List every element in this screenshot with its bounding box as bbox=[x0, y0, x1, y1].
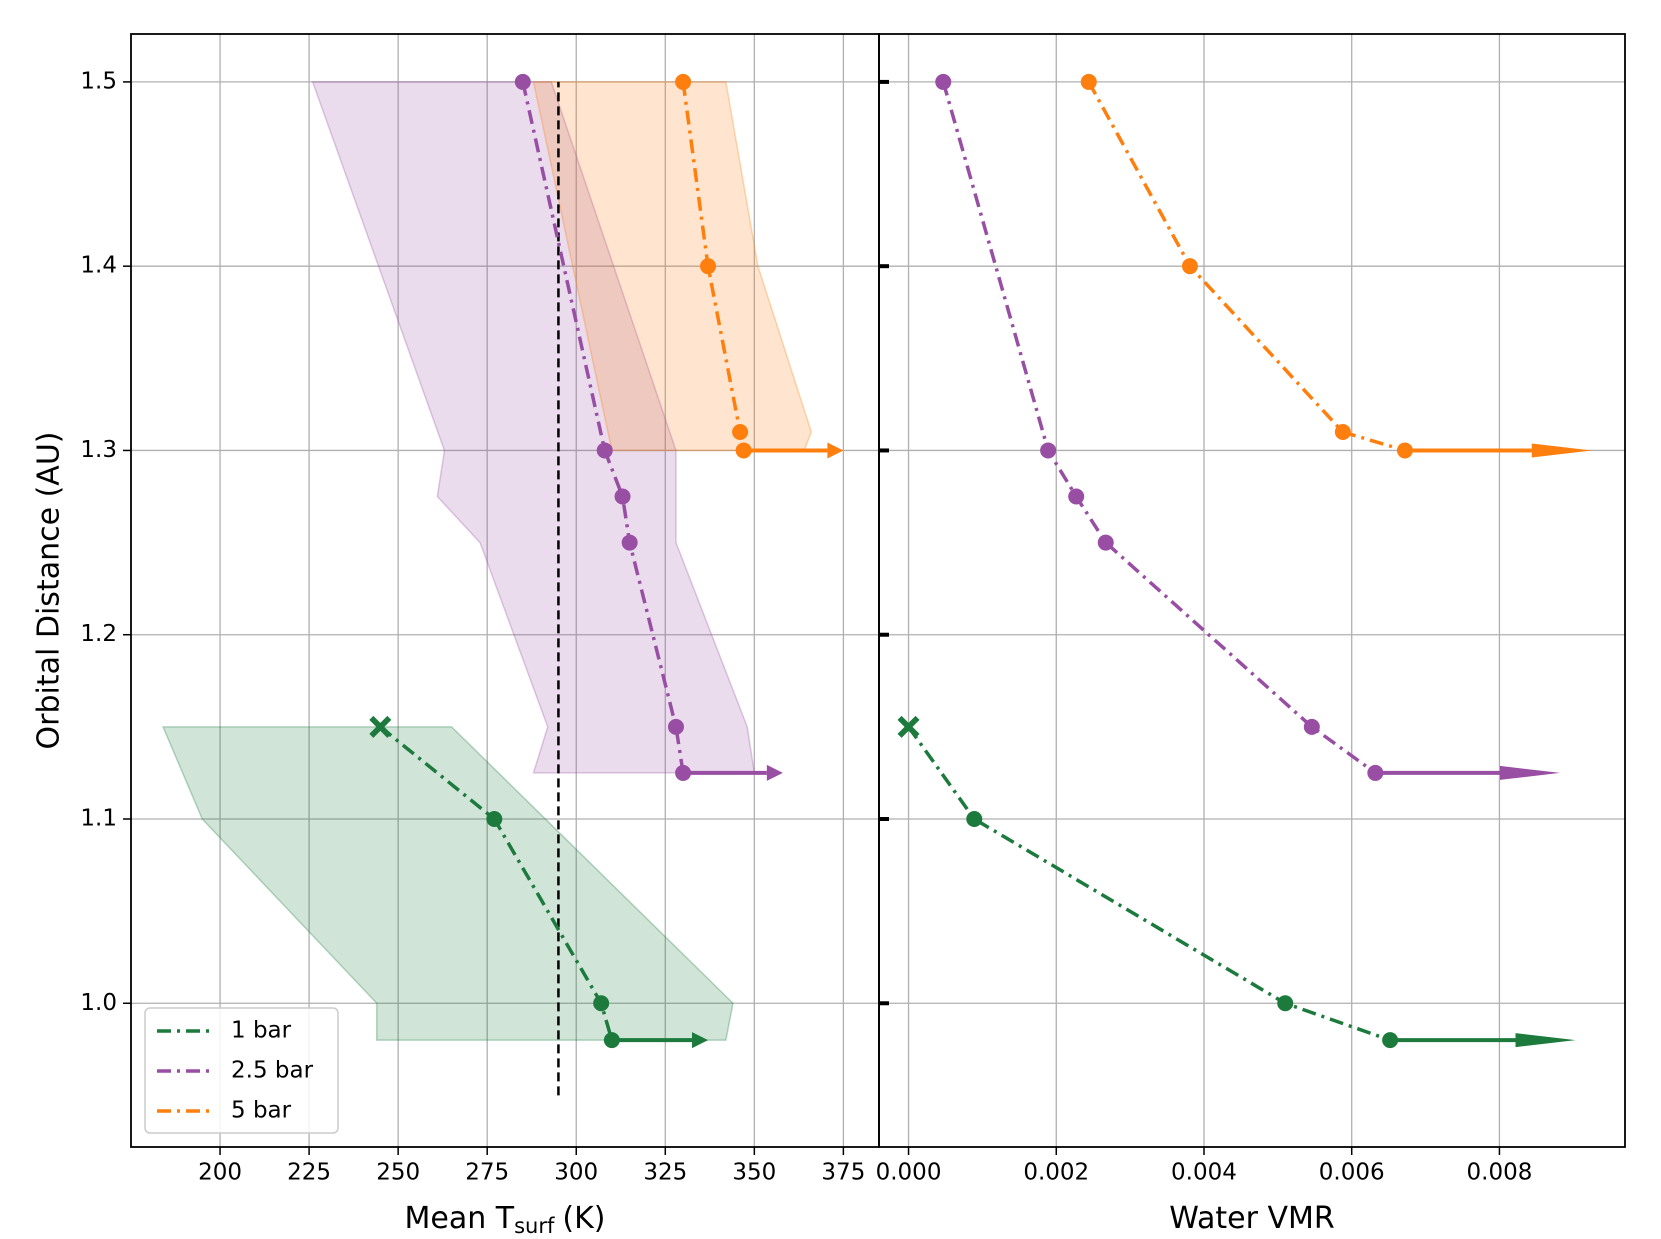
x-axis-label-main: Water VMR bbox=[1169, 1201, 1334, 1236]
marker bbox=[593, 995, 610, 1012]
arrow-head bbox=[1515, 1033, 1576, 1048]
marker bbox=[935, 73, 952, 90]
series-line bbox=[379, 725, 614, 1041]
series-line bbox=[681, 81, 746, 451]
x-tick-label: 300 bbox=[554, 1160, 598, 1186]
series-line bbox=[907, 725, 1391, 1042]
x-marker bbox=[897, 715, 920, 738]
marker bbox=[735, 442, 752, 459]
x-tick-label: 0.000 bbox=[876, 1160, 942, 1186]
x-axis-label-sub: surf bbox=[514, 1214, 555, 1238]
arrow-head bbox=[692, 1032, 709, 1049]
marker bbox=[621, 534, 638, 551]
arrow-head bbox=[1500, 765, 1561, 780]
marker bbox=[1334, 424, 1351, 441]
x-tick-label: 275 bbox=[465, 1160, 509, 1186]
series-line bbox=[1087, 81, 1406, 453]
x-axis-label: Water VMR bbox=[1169, 1201, 1334, 1236]
marker bbox=[1277, 995, 1294, 1012]
arrow bbox=[683, 764, 783, 781]
arrow bbox=[611, 1032, 709, 1049]
marker bbox=[614, 488, 631, 505]
arrow bbox=[743, 442, 844, 459]
x-tick-label: 225 bbox=[287, 1160, 331, 1186]
axes-frame bbox=[878, 33, 1626, 1148]
marker bbox=[732, 424, 749, 441]
series-line bbox=[941, 81, 1377, 775]
y-tick-label: 1.3 bbox=[80, 437, 117, 463]
marker bbox=[486, 810, 503, 827]
x-axis-label-unit: (K) bbox=[562, 1201, 605, 1236]
x-axis-label: Mean Tsurf (K) bbox=[405, 1201, 606, 1239]
uncertainty-band bbox=[161, 726, 734, 1041]
arrow-head bbox=[766, 764, 783, 781]
x-marker bbox=[369, 715, 392, 738]
marker bbox=[1181, 258, 1198, 275]
marker bbox=[1040, 442, 1057, 459]
marker bbox=[700, 258, 717, 275]
marker bbox=[667, 718, 684, 735]
arrow bbox=[1375, 765, 1561, 780]
arrow-head bbox=[827, 442, 844, 459]
y-tick-label: 1.5 bbox=[80, 68, 117, 94]
y-tick-label: 1.1 bbox=[80, 805, 117, 831]
marker bbox=[596, 442, 613, 459]
marker bbox=[675, 764, 692, 781]
marker bbox=[675, 73, 692, 90]
legend-label: 1 bar bbox=[231, 1018, 292, 1044]
x-tick-label: 200 bbox=[198, 1160, 242, 1186]
arrow bbox=[1390, 1033, 1576, 1048]
x-tick-label: 0.006 bbox=[1319, 1160, 1385, 1186]
arrow-head bbox=[1531, 443, 1592, 458]
marker bbox=[1080, 73, 1097, 90]
x-tick-label: 0.002 bbox=[1023, 1160, 1089, 1186]
y-tick-label: 1.0 bbox=[80, 990, 117, 1016]
legend-box bbox=[144, 1007, 339, 1134]
x-tick-label: 375 bbox=[821, 1160, 865, 1186]
x-tick-label: 325 bbox=[643, 1160, 687, 1186]
marker bbox=[1097, 534, 1114, 551]
x-tick-label: 0.008 bbox=[1467, 1160, 1533, 1186]
marker bbox=[1367, 764, 1384, 781]
x-axis-label-main: Mean T bbox=[405, 1201, 515, 1236]
marker bbox=[514, 73, 531, 90]
marker bbox=[1382, 1032, 1399, 1049]
legend-label: 2.5 bar bbox=[231, 1058, 314, 1084]
y-tick-label: 1.2 bbox=[80, 621, 117, 647]
marker bbox=[1068, 488, 1085, 505]
y-axis-label: Orbital Distance (AU) bbox=[32, 432, 67, 750]
x-tick-label: 350 bbox=[732, 1160, 776, 1186]
arrow bbox=[1404, 443, 1592, 458]
legend-label: 5 bar bbox=[231, 1098, 292, 1124]
marker bbox=[966, 810, 983, 827]
marker bbox=[1396, 442, 1413, 459]
marker bbox=[603, 1032, 620, 1049]
marker bbox=[1303, 718, 1320, 735]
y-tick-label: 1.4 bbox=[80, 253, 117, 279]
x-tick-label: 250 bbox=[376, 1160, 420, 1186]
x-tick-label: 0.004 bbox=[1171, 1160, 1237, 1186]
